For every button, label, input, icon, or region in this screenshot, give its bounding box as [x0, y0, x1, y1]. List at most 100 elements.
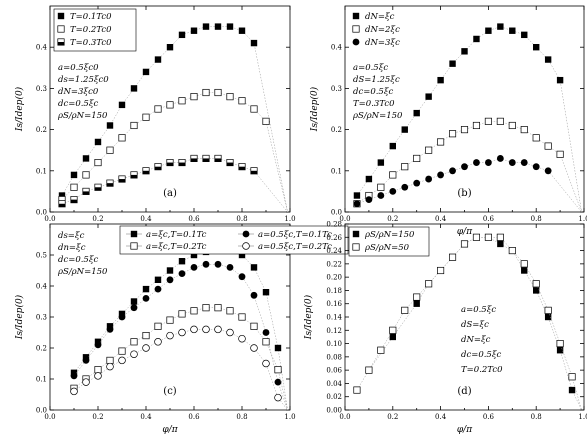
data-point: [521, 31, 528, 39]
y-tick-label: 0.12: [326, 327, 342, 335]
data-point: [226, 159, 234, 167]
data-point: [82, 187, 90, 195]
x-tick-label: 0.6: [188, 215, 200, 223]
panel-label: (c): [163, 386, 177, 397]
legend-marker: [57, 25, 65, 33]
data-point: [461, 48, 468, 55]
annotation: dc=0.5ξc: [353, 87, 394, 97]
data-point-fill: [178, 162, 186, 166]
data-point: [94, 372, 102, 380]
data-point: [449, 60, 456, 67]
data-point: [94, 183, 102, 191]
data-point: [250, 291, 258, 299]
data-point: [226, 307, 234, 315]
data-point: [142, 167, 150, 175]
data-point: [353, 386, 361, 394]
y-tick-label: 0.0: [36, 209, 47, 217]
y-tick-label: 0.4: [36, 283, 48, 291]
data-point: [190, 307, 198, 315]
data-point: [274, 378, 282, 386]
y-tick-label: 0.2: [36, 345, 47, 353]
data-point: [274, 366, 282, 374]
annotation: dc=0.5ξc: [58, 99, 99, 109]
legend-label: dN=2ξc: [365, 25, 400, 35]
data-point: [262, 117, 270, 125]
x-tick-label: 0.6: [483, 413, 495, 421]
series-guide-line: [356, 237, 582, 411]
data-point: [449, 130, 457, 138]
data-point: [496, 117, 504, 125]
data-point-fill: [238, 166, 246, 170]
data-point: [154, 322, 162, 330]
x-tick-label: 1.0: [284, 215, 295, 223]
data-point: [166, 316, 174, 324]
data-point-fill: [154, 166, 162, 170]
data-point: [82, 357, 90, 364]
data-point: [238, 251, 246, 259]
data-point: [389, 326, 397, 334]
y-tick-label: 0.1: [36, 167, 47, 175]
data-point: [142, 68, 150, 76]
data-point: [238, 273, 246, 281]
series-0: [58, 23, 288, 213]
data-point: [556, 150, 564, 158]
legend-label: dN=3ξc: [365, 38, 400, 48]
data-point: [508, 247, 516, 255]
data-point: [389, 142, 396, 150]
data-point: [437, 76, 444, 84]
series-0: [353, 23, 582, 213]
data-point: [250, 105, 258, 113]
y-axis-label: Is/Idep(0): [14, 294, 25, 340]
series-1: [353, 233, 582, 411]
y-tick-label: 0.20: [326, 274, 342, 282]
panel-c: 0.0 0.2 0.4 0.6 0.8 1.0 0.0 0.1 0.2 0.3 0.4 0.5 φ/π I…: [14, 223, 349, 435]
data-point: [365, 366, 373, 374]
data-point-fill: [130, 174, 138, 179]
data-point: [365, 196, 373, 204]
legend-marker: [242, 242, 250, 250]
annotation: T=0.2Tc0: [461, 365, 503, 375]
series-guide-line: [356, 158, 582, 213]
data-point-fill: [190, 158, 198, 162]
data-point: [166, 276, 174, 284]
data-point: [142, 295, 150, 302]
data-point: [214, 304, 222, 312]
x-axis-label: φ/π: [162, 425, 178, 435]
data-point: [178, 270, 186, 277]
y-tick-label: 0.04: [326, 380, 342, 388]
x-tick-label: 0.6: [188, 413, 200, 421]
panel-d: 0.0 0.2 0.4 0.6 0.8 1.0 0.00 0.02 0.04 0.06 0.08 0.…: [303, 221, 587, 435]
data-point: [425, 280, 433, 288]
data-point-fill: [106, 183, 114, 187]
y-tick-label: 0.28: [326, 221, 342, 229]
y-tick-label: 0.18: [326, 287, 342, 295]
data-point: [568, 373, 576, 381]
data-point: [509, 27, 516, 34]
legend-marker: [352, 38, 360, 46]
data-point: [142, 332, 150, 340]
data-point: [556, 76, 564, 84]
data-point: [520, 260, 528, 268]
data-point: [190, 264, 198, 271]
data-point: [377, 183, 385, 191]
data-point: [413, 293, 421, 301]
data-point: [485, 27, 492, 34]
data-point: [449, 167, 456, 175]
y-axis-label: Is/Idep(0): [303, 294, 314, 340]
data-point: [472, 121, 481, 130]
data-point: [70, 171, 78, 179]
x-tick-label: 0.0: [339, 413, 350, 421]
data-point-fill: [250, 170, 258, 174]
data-point: [460, 126, 469, 134]
data-point: [238, 163, 246, 171]
x-tick-label: 1.0: [578, 413, 587, 421]
data-point: [484, 233, 492, 241]
legend-label: a=0.5ξc,T=0.1Tc: [258, 230, 332, 240]
data-point: [238, 334, 246, 343]
data-point: [154, 276, 162, 283]
data-point: [521, 267, 528, 274]
y-tick-label: 0.14: [326, 314, 342, 322]
data-point-fill: [58, 203, 66, 207]
data-point: [214, 23, 222, 30]
y-tick-label: 0.08: [326, 353, 342, 361]
